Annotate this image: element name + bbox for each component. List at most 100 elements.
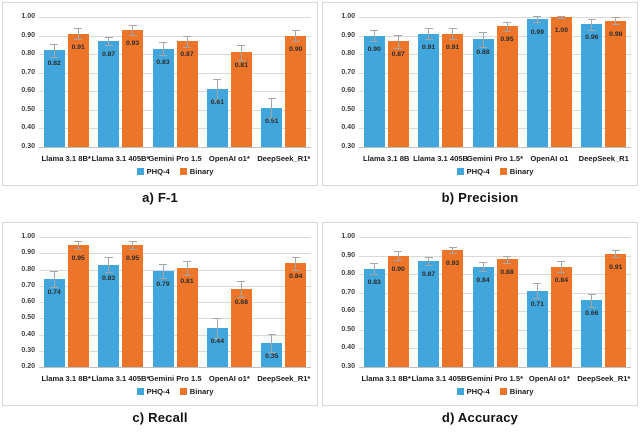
chart-panel-f1: 1.00 0.90 0.80 0.70 0.60 0.50 0.40 0.30 0.82 0.91… (2, 2, 318, 186)
bar-binary (387, 255, 409, 367)
error-bar-cap (587, 293, 596, 295)
error-bar (482, 31, 484, 47)
bar-binary (230, 289, 252, 367)
bar-binary (230, 52, 252, 147)
x-category-label: DeepSeek_R1* (257, 374, 311, 383)
error-bar-cap (159, 278, 167, 280)
error-bar-cap (237, 280, 246, 282)
gridline (39, 147, 311, 148)
error-bar-cap (479, 46, 487, 48)
bar-value-label: 0.51 (265, 118, 279, 125)
bar-value-label: 0.95 (500, 36, 514, 44)
chart-cell-recall: 1.00 0.90 0.80 0.70 0.60 0.50 0.40 0.30 0.20 0.74… (0, 220, 320, 439)
chart-legend: PHQ-4 Binary (359, 167, 631, 176)
error-bar-cap (503, 30, 511, 32)
bar-value-label: 0.81 (180, 277, 194, 285)
x-category-label: OpenAI o1* (528, 374, 570, 383)
chart-title-f1: a) F-1 (142, 190, 178, 205)
error-bar-cap (213, 79, 222, 81)
x-category-label: Llama 3.1 8B (362, 154, 410, 163)
error-bar-cap (237, 44, 246, 46)
bar-phq4 (363, 35, 385, 147)
bar-binary (387, 41, 409, 147)
chart-cell-accuracy: 1.00 0.90 0.80 0.70 0.60 0.50 0.40 0.30 0.83 0.90… (320, 220, 640, 439)
x-category-label: DeepSeek_R1* (577, 374, 631, 383)
error-bar (373, 263, 375, 275)
error-bar-cap (291, 256, 300, 258)
gridline (39, 237, 311, 238)
y-tick-label: 0.30 (341, 363, 355, 370)
chart-title-precision: b) Precision (441, 190, 519, 205)
bar-value-label: 0.88 (476, 49, 490, 57)
bar-value-label: 0.83 (101, 274, 116, 282)
y-tick-label: 0.40 (341, 344, 355, 352)
chart-legend: PHQ-4 Binary (39, 387, 311, 396)
y-tick-label: 1.00 (21, 13, 35, 20)
error-bar-cap (50, 287, 59, 289)
error-bar-cap (557, 272, 566, 274)
y-tick-label: 0.70 (21, 281, 35, 289)
error-bar-cap (237, 59, 246, 61)
bar-binary (285, 263, 307, 367)
chart-title-accuracy: d) Accuracy (441, 410, 519, 425)
y-tick-label: 0.90 (21, 249, 35, 257)
y-tick-label: 0.70 (21, 68, 35, 76)
error-bar (506, 21, 508, 31)
error-bar (506, 255, 508, 263)
legend-label: PHQ-4 (466, 387, 490, 396)
error-bar-cap (183, 35, 191, 37)
bar-phq4 (152, 48, 174, 147)
chart-cell-f1: 1.00 0.90 0.80 0.70 0.60 0.50 0.40 0.30 0.82 0.91… (0, 0, 320, 220)
error-bar (536, 16, 538, 22)
gridline (359, 128, 631, 130)
legend-marker-icon (456, 168, 464, 175)
y-tick-label: 1.00 (341, 233, 355, 240)
legend-label: Binary (509, 387, 534, 396)
error-bar (216, 318, 218, 338)
error-bar-cap (74, 241, 83, 243)
gridline (39, 128, 311, 130)
bar-value-label: 0.91 (421, 43, 436, 51)
error-bar-cap (448, 252, 457, 254)
legend-label: PHQ-4 (146, 167, 170, 176)
legend-marker-icon (499, 168, 507, 175)
gridline (359, 237, 631, 238)
error-bar-cap (74, 28, 83, 30)
error-bar (295, 30, 297, 42)
bar-phq4 (418, 33, 440, 147)
error-bar-cap (424, 39, 433, 41)
legend-item-phq4: PHQ-4 (136, 167, 170, 176)
gridline (39, 302, 311, 303)
chart-panel-recall: 1.00 0.90 0.80 0.70 0.60 0.50 0.40 0.30 0.20 0.74… (2, 222, 318, 406)
y-tick-label: 0.50 (341, 105, 355, 113)
error-bar (428, 28, 430, 40)
bar-value-label: 0.99 (530, 28, 544, 36)
legend-label: Binary (509, 167, 534, 176)
bar-binary (496, 26, 518, 147)
gridline (39, 334, 311, 336)
bar-value-label: 0.88 (500, 269, 514, 277)
error-bar (216, 79, 218, 100)
gridline (39, 35, 311, 37)
bar-phq4 (206, 89, 228, 147)
error-bar-cap (370, 274, 379, 276)
error-bar-cap (557, 261, 566, 263)
legend-marker-icon (179, 388, 187, 395)
bar-value-label: 0.84 (289, 273, 303, 280)
error-bar-cap (533, 298, 542, 300)
y-tick-label: 0.80 (21, 265, 35, 273)
bar-value-label: 0.84 (476, 276, 490, 284)
gridline (39, 54, 311, 56)
bar-phq4 (581, 24, 603, 147)
bar-value-label: 0.95 (125, 255, 140, 263)
y-tick-label: 0.90 (341, 31, 355, 39)
x-category-label: Llama 3.1 8B* (361, 374, 411, 383)
legend-item-phq4: PHQ-4 (456, 387, 490, 396)
legend-item-binary: Binary (499, 387, 534, 396)
error-bar-cap (267, 118, 276, 120)
error-bar-cap (557, 17, 566, 19)
bar-binary (550, 266, 572, 367)
error-bar (591, 18, 593, 30)
bar-value-label: 0.91 (71, 43, 85, 51)
error-bar-cap (267, 333, 276, 335)
